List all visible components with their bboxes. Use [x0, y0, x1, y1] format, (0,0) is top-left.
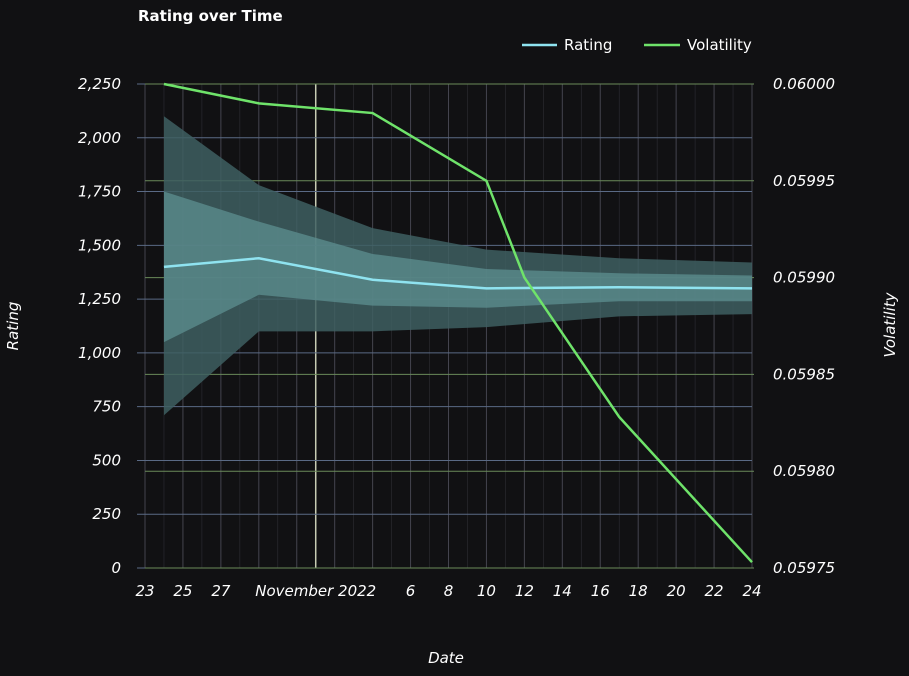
y-tick-label: 500 — [92, 451, 121, 469]
x-tick-label: 25 — [173, 582, 192, 600]
legend-rating-label[interactable]: Rating — [564, 36, 612, 54]
x-axis-title: Date — [428, 649, 464, 667]
x-tick-label: 8 — [444, 582, 454, 600]
y-tick-label: 1,250 — [78, 290, 121, 308]
y2-tick-label: 0.05985 — [773, 365, 835, 383]
y-tick-label: 0 — [111, 559, 121, 577]
y2-axis-title: Volatility — [881, 291, 899, 357]
y2-tick-label: 0.05980 — [773, 462, 835, 480]
x-axis-ticks: 23 25 27 November 2022 6 8 10 12 14 16 18 20 22 24 — [135, 582, 761, 600]
y-tick-label: 1,500 — [78, 236, 121, 254]
x-tick-label: 6 — [406, 582, 416, 600]
y-tick-label: 2,000 — [78, 129, 121, 147]
y-axis-ticks: 0 250 500 750 1,000 1,250 1,500 1,750 2,000 2,250 — [78, 75, 121, 577]
y2-tick-label: 0.06000 — [773, 75, 835, 93]
rating-bands — [163, 116, 752, 416]
rating-inner-band — [163, 191, 752, 343]
y-tick-label: 250 — [92, 505, 121, 523]
series-lines — [163, 82, 753, 564]
chart-title: Rating over Time — [138, 7, 283, 25]
x-tick-label: 20 — [667, 582, 686, 600]
x-tick-label: 27 — [211, 582, 231, 600]
x-tick-label: 24 — [742, 582, 761, 600]
y2-tick-label: 0.05975 — [773, 559, 835, 577]
rating-line — [163, 256, 753, 290]
x-tick-label: 16 — [591, 582, 610, 600]
y-tick-label: 2,250 — [78, 75, 121, 93]
y-tick-label: 1,750 — [78, 183, 121, 201]
y-axis-title: Rating — [4, 302, 22, 351]
x-tick-label: 18 — [629, 582, 648, 600]
y2-axis-ticks: 0.05975 0.05980 0.05985 0.05990 0.05995 0.060… — [773, 75, 835, 577]
x-tick-label: 22 — [705, 582, 724, 600]
x-tick-label: 23 — [135, 582, 154, 600]
x-tick-label: 14 — [553, 582, 572, 600]
legend: Rating Volatility — [522, 36, 752, 54]
y2-tick-label: 0.05990 — [773, 269, 835, 287]
x-tick-label: 10 — [477, 582, 496, 600]
legend-volatility-label[interactable]: Volatility — [687, 36, 752, 54]
x-tick-label: November 2022 — [255, 582, 376, 600]
y2-tick-label: 0.05995 — [773, 172, 835, 190]
y-tick-label: 750 — [92, 398, 121, 416]
x-tick-label: 12 — [515, 582, 534, 600]
y-tick-label: 1,000 — [78, 344, 121, 362]
